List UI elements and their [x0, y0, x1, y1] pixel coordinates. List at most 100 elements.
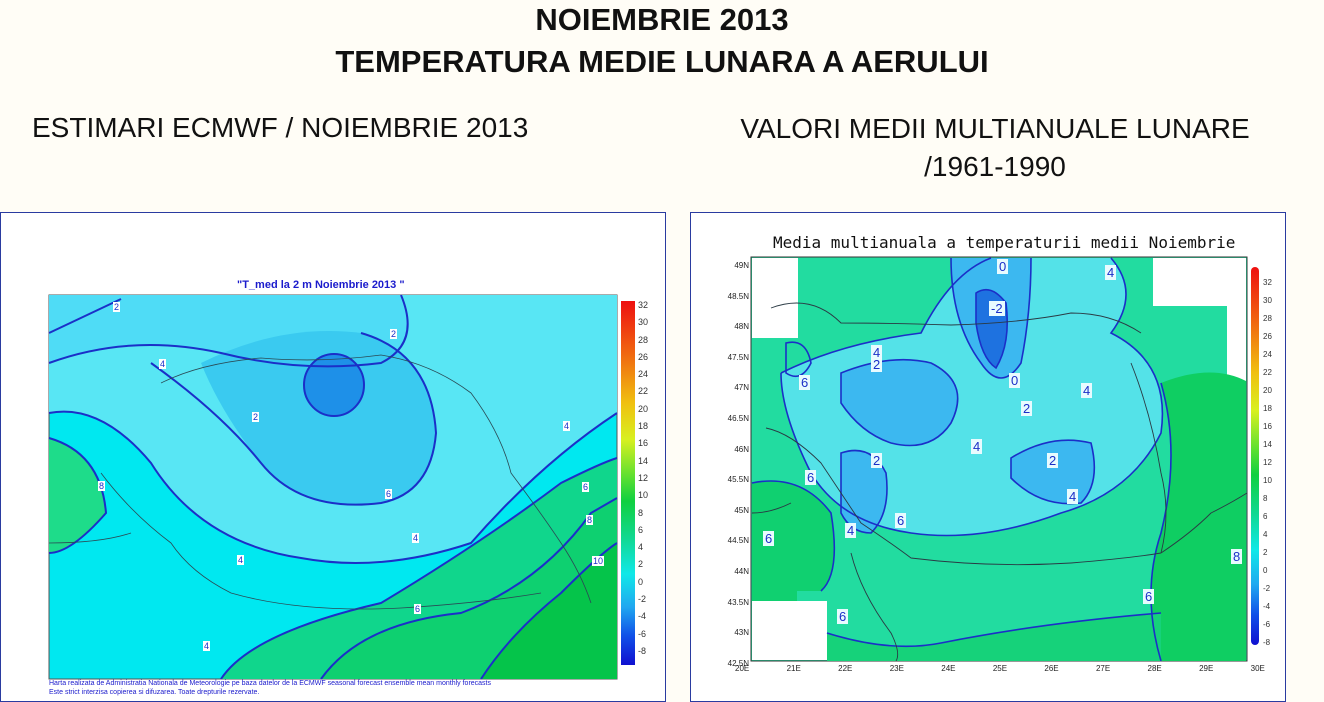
contour-label: 4	[1067, 489, 1079, 504]
colorbar-tick: 30	[638, 317, 649, 328]
lon-label: 25E	[992, 664, 1008, 673]
colorbar-tick: 32	[1263, 278, 1272, 287]
lat-label: 44.5N	[727, 536, 749, 546]
page-subtitle: TEMPERATURA MEDIE LUNARA A AERULUI	[335, 44, 989, 79]
contour-label: 6	[582, 482, 590, 492]
contour-label: 4	[563, 421, 571, 431]
lat-label: 45.5N	[727, 475, 749, 485]
colorbar-tick: -8	[1263, 638, 1271, 647]
colorbar-tick: -2	[1263, 584, 1271, 593]
colorbar-tick: 10	[1263, 476, 1272, 485]
lat-label: 49N	[734, 261, 749, 270]
colorbar-tick: 0	[1263, 566, 1268, 575]
contour-label: 8	[98, 481, 106, 491]
colorbar-tick: 8	[638, 507, 644, 518]
contour-label: 8	[586, 515, 594, 525]
contour-label: 6	[837, 609, 849, 624]
ecmwf-map-title: "T_med la 2 m Noiembrie 2013 "	[237, 279, 405, 291]
contour-label: 0	[1009, 373, 1021, 388]
contour-label: 6	[805, 470, 817, 485]
colorbar-tick: 6	[638, 524, 644, 535]
lon-label: 22E	[838, 664, 853, 673]
lat-label: 47.5N	[727, 352, 749, 362]
colorbar-tick: 10	[638, 490, 649, 501]
climatology-colorbar-ticks: 32 30 28 26 24 22 20 18 16 14 12 10 8 6 …	[1263, 274, 1285, 652]
lon-label: 26E	[1044, 664, 1059, 673]
climatology-panel: Media multianuala a temperaturii medii N…	[690, 212, 1286, 702]
climatology-colorbar	[1251, 267, 1259, 645]
cold-core	[303, 353, 365, 417]
contour-label: 4	[971, 439, 983, 454]
colorbar-tick: -2	[638, 594, 647, 605]
colorbar-tick: 26	[638, 351, 649, 362]
contour-label: 4	[203, 641, 211, 651]
contour-label: 6	[799, 375, 811, 390]
ecmwf-forecast-panel: "T_med la 2 m Noiembrie 2013 "	[0, 212, 666, 702]
colorbar-tick: 24	[1263, 350, 1272, 359]
lon-label: 24E	[941, 664, 956, 673]
colorbar-tick: 26	[1263, 332, 1272, 341]
colorbar-tick: 2	[638, 559, 644, 570]
lon-label: 30E	[1250, 664, 1265, 673]
colorbar-tick: -4	[1263, 602, 1271, 611]
colorbar-tick: 28	[1263, 314, 1272, 323]
ecmwf-colorbar-ticks: 32 30 28 26 24 22 20 18 16 14 12 10 8 6 …	[638, 297, 664, 660]
ecmwf-colorbar	[621, 301, 635, 665]
contour-label: 6	[414, 604, 422, 614]
colorbar-tick: 20	[638, 403, 649, 414]
colorbar-tick: 18	[1263, 404, 1272, 413]
contour-label: 2	[871, 453, 883, 468]
lat-label: 43.5N	[727, 597, 749, 607]
lat-label: 48N	[734, 322, 749, 332]
page-title: NOIEMBRIE 2013	[535, 2, 789, 37]
climatology-lon-labels: 20E 21E 22E 23E 24E 25E 26E 27E 28E 29E …	[735, 664, 1265, 673]
contour-label: 4	[412, 533, 420, 543]
footnote-line-1: Harta realizata de Administratia Nationa…	[49, 680, 492, 687]
lon-label: 27E	[1095, 664, 1111, 673]
contour-label: 4	[237, 555, 245, 565]
climatology-lat-labels: 49N 48.5N 48N 47.5N 47N 46.5N 46N 45.5N …	[713, 251, 749, 679]
colorbar-tick: 12	[638, 472, 649, 483]
climatology-temperature-map	[750, 256, 1248, 662]
lon-label: 28E	[1147, 664, 1162, 673]
lat-label: 42.5N	[727, 658, 749, 668]
footnote-line-2: Este strict interzisa copierea si difuza…	[49, 689, 260, 696]
climatology-map-title: Media multianuala a temperaturii medii N…	[773, 233, 1236, 252]
lat-label: 47N	[734, 383, 749, 393]
contour-label: -2	[989, 301, 1005, 316]
colorbar-tick: 14	[638, 455, 649, 466]
lon-label: 23E	[889, 664, 904, 673]
colorbar-tick: 22	[1263, 368, 1272, 377]
contour-label: 2	[871, 357, 883, 372]
colorbar-tick: 24	[638, 369, 649, 380]
contour-label: 2	[113, 302, 121, 312]
lat-label: 43N	[734, 628, 749, 638]
contour-label: 6	[1143, 589, 1155, 604]
lon-label: 21E	[786, 664, 801, 673]
left-heading: ESTIMARI ECMWF / NOIEMBRIE 2013	[32, 112, 529, 143]
colorbar-tick: 20	[1263, 386, 1272, 395]
colorbar-tick: 28	[638, 334, 649, 345]
colorbar-tick: 32	[638, 300, 649, 310]
colorbar-tick: 0	[638, 576, 644, 587]
colorbar-tick: 18	[638, 421, 649, 432]
colorbar-tick: 16	[638, 438, 649, 449]
colorbar-tick: 4	[638, 542, 644, 553]
colorbar-tick: 8	[1263, 494, 1268, 503]
colorbar-tick: -6	[638, 628, 647, 639]
colorbar-tick: -6	[1263, 620, 1271, 629]
contour-label: 10	[592, 556, 605, 566]
colorbar-tick: 12	[1263, 458, 1272, 467]
ecmwf-temperature-map	[48, 294, 618, 680]
lat-label: 44N	[734, 566, 749, 576]
ecmwf-footnote: Harta realizata de Administratia Nationa…	[49, 679, 649, 697]
contour-label: 8	[1231, 549, 1243, 564]
lat-label: 48.5N	[727, 291, 749, 301]
contour-label: 6	[385, 489, 393, 499]
colorbar-tick: 6	[1263, 512, 1268, 521]
contour-label: 2	[1021, 401, 1033, 416]
contour-label: 2	[1047, 453, 1059, 468]
contour-label: 4	[845, 523, 857, 538]
lat-label: 45N	[734, 505, 749, 515]
colorbar-tick: 2	[1263, 548, 1268, 557]
